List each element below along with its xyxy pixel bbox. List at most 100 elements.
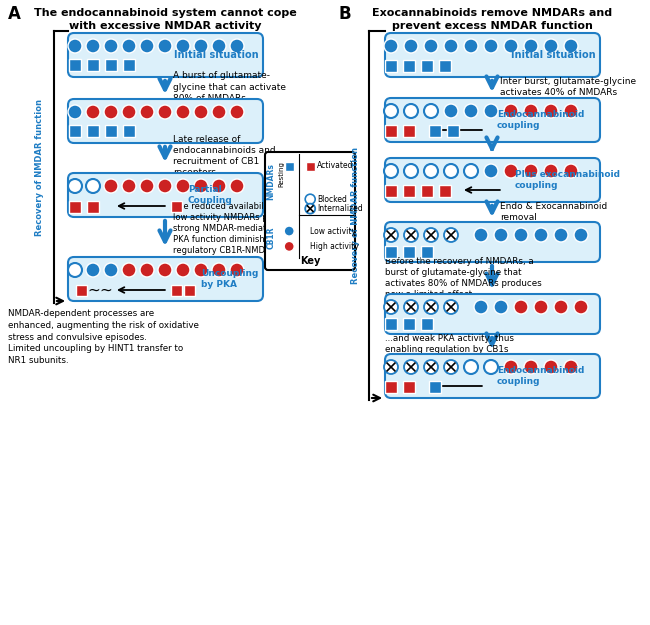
FancyBboxPatch shape [265,152,355,270]
Bar [70,59,81,71]
Circle shape [140,105,154,119]
FancyBboxPatch shape [385,98,600,142]
Circle shape [86,105,100,119]
Circle shape [194,105,208,119]
Circle shape [574,300,588,314]
Bar [429,125,441,137]
Circle shape [176,105,190,119]
Circle shape [68,39,82,53]
Text: Inter burst, glutamate-glycine
activates 40% of NMDARs: Inter burst, glutamate-glycine activates… [500,77,636,97]
Circle shape [104,179,118,193]
FancyBboxPatch shape [385,354,600,398]
FancyBboxPatch shape [68,33,263,77]
Circle shape [212,105,226,119]
Bar [429,381,441,392]
Circle shape [122,105,136,119]
Circle shape [284,241,294,251]
FancyBboxPatch shape [385,33,600,77]
Bar [285,161,294,171]
Text: Recovery of NMDAR function: Recovery of NMDAR function [350,147,359,284]
Text: Key: Key [300,256,320,266]
Bar [421,185,433,197]
Circle shape [404,39,418,53]
Text: NMDARs: NMDARs [266,163,276,200]
Circle shape [404,104,418,118]
Circle shape [86,263,100,277]
Text: ~: ~ [99,282,112,298]
Bar [403,185,415,197]
Circle shape [444,360,458,374]
Circle shape [484,104,498,118]
Circle shape [194,263,208,277]
FancyBboxPatch shape [385,158,600,202]
Bar [170,201,181,211]
Text: ...and weak PKA activity, thus
enabling regulation by CB1s: ...and weak PKA activity, thus enabling … [385,334,514,354]
Circle shape [230,179,244,193]
Text: Activated: Activated [317,161,354,171]
Circle shape [384,104,398,118]
Bar [385,381,396,392]
Bar [385,246,396,258]
Circle shape [212,263,226,277]
Circle shape [284,226,294,236]
Circle shape [484,164,498,178]
Bar [385,125,396,137]
Circle shape [514,300,528,314]
FancyBboxPatch shape [68,257,263,301]
Bar [403,125,415,137]
Circle shape [140,39,154,53]
Circle shape [176,39,190,53]
Circle shape [464,360,478,374]
Circle shape [574,228,588,242]
Circle shape [544,39,558,53]
Circle shape [424,300,438,314]
Bar [385,185,396,197]
FancyBboxPatch shape [68,99,263,143]
Circle shape [404,300,418,314]
Circle shape [464,39,478,53]
Circle shape [158,105,172,119]
Text: High activity: High activity [310,242,359,251]
Bar [124,59,135,71]
Text: Endocannabinoid
coupling: Endocannabinoid coupling [497,110,584,130]
Bar [306,161,315,171]
Text: Endocannabinoid
coupling: Endocannabinoid coupling [497,366,584,386]
Circle shape [504,39,518,53]
Circle shape [524,360,538,374]
Bar [170,284,181,296]
Circle shape [404,360,418,374]
Circle shape [404,228,418,242]
Circle shape [212,39,226,53]
Circle shape [306,204,315,214]
Circle shape [404,164,418,178]
Circle shape [230,263,244,277]
Bar [70,125,81,137]
Circle shape [564,360,578,374]
Text: Endo & Exocannabinoid
removal: Endo & Exocannabinoid removal [500,202,607,222]
Circle shape [504,360,518,374]
Circle shape [104,263,118,277]
Circle shape [524,39,538,53]
Circle shape [424,39,438,53]
Circle shape [176,263,190,277]
Circle shape [194,179,208,193]
Circle shape [384,228,398,242]
Circle shape [504,164,518,178]
Circle shape [86,179,100,193]
Text: A burst of glutamate-
glycine that can activate
80% of NMDARs: A burst of glutamate- glycine that can a… [173,71,286,102]
Circle shape [384,164,398,178]
Circle shape [534,300,548,314]
Circle shape [464,104,478,118]
Bar [421,318,433,330]
Bar [385,60,396,72]
Circle shape [230,105,244,119]
FancyBboxPatch shape [385,294,600,334]
Bar [439,185,450,197]
Circle shape [534,228,548,242]
Circle shape [212,179,226,193]
Circle shape [140,179,154,193]
Circle shape [554,228,568,242]
Circle shape [158,263,172,277]
Bar [124,125,135,137]
Text: Blocked: Blocked [317,195,347,204]
